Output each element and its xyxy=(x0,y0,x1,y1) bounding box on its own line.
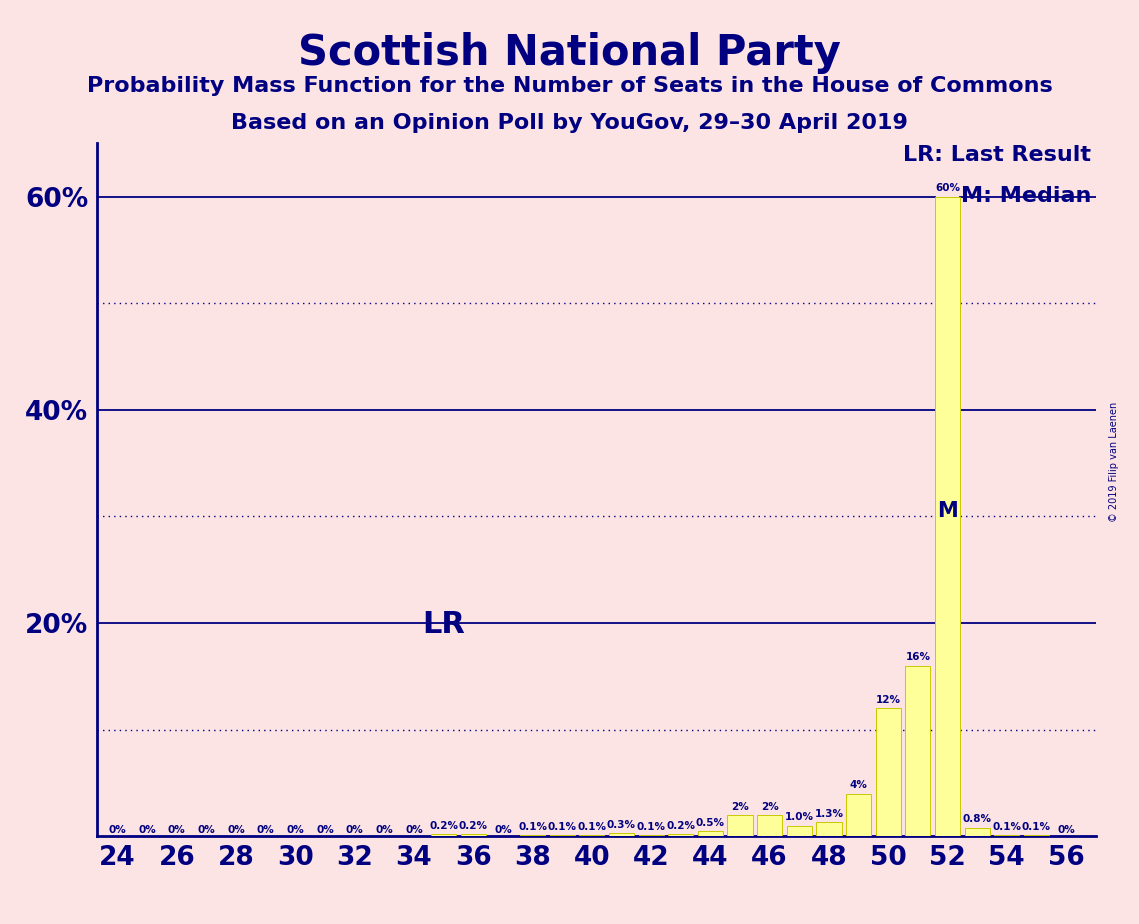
Text: LR: LR xyxy=(423,610,465,639)
Text: LR: Last Result: LR: Last Result xyxy=(903,145,1091,165)
Text: 0%: 0% xyxy=(197,825,215,835)
Text: 0%: 0% xyxy=(228,825,245,835)
Text: 0.1%: 0.1% xyxy=(518,822,547,832)
Bar xyxy=(519,835,546,836)
Text: 0.2%: 0.2% xyxy=(666,821,695,831)
Bar xyxy=(698,831,723,836)
Text: 12%: 12% xyxy=(876,695,901,705)
Text: 0%: 0% xyxy=(1057,825,1075,835)
Text: 0%: 0% xyxy=(167,825,186,835)
Text: 0.1%: 0.1% xyxy=(548,822,576,832)
Bar xyxy=(580,835,605,836)
Text: © 2019 Filip van Laenen: © 2019 Filip van Laenen xyxy=(1109,402,1118,522)
Text: 0%: 0% xyxy=(108,825,126,835)
Text: 0.1%: 0.1% xyxy=(1022,822,1051,832)
Text: 0%: 0% xyxy=(257,825,274,835)
Text: Scottish National Party: Scottish National Party xyxy=(298,32,841,74)
Text: 0%: 0% xyxy=(405,825,423,835)
Text: Probability Mass Function for the Number of Seats in the House of Commons: Probability Mass Function for the Number… xyxy=(87,76,1052,96)
Text: 0%: 0% xyxy=(317,825,334,835)
Bar xyxy=(728,815,753,836)
Text: 0.3%: 0.3% xyxy=(607,820,636,830)
Text: 0%: 0% xyxy=(494,825,511,835)
Text: 0%: 0% xyxy=(138,825,156,835)
Text: 0.1%: 0.1% xyxy=(577,822,606,832)
Text: 0.1%: 0.1% xyxy=(992,822,1022,832)
Bar xyxy=(431,834,457,836)
Bar xyxy=(935,197,960,836)
Text: 0.8%: 0.8% xyxy=(962,814,992,824)
Text: M: Median: M: Median xyxy=(961,186,1091,206)
Text: 60%: 60% xyxy=(935,183,960,193)
Text: 0.5%: 0.5% xyxy=(696,818,724,828)
Bar xyxy=(669,834,694,836)
Bar xyxy=(609,833,634,836)
Text: 16%: 16% xyxy=(906,652,931,663)
Text: 2%: 2% xyxy=(761,802,779,811)
Bar xyxy=(787,825,812,836)
Text: M: M xyxy=(937,501,958,521)
Bar xyxy=(1024,835,1049,836)
Text: 0.2%: 0.2% xyxy=(459,821,487,831)
Bar xyxy=(757,815,782,836)
Text: 0.1%: 0.1% xyxy=(637,822,665,832)
Bar xyxy=(460,834,486,836)
Text: 4%: 4% xyxy=(850,781,868,790)
Text: 0%: 0% xyxy=(287,825,304,835)
Text: 0%: 0% xyxy=(376,825,393,835)
Bar xyxy=(846,794,871,836)
Bar xyxy=(639,835,664,836)
Text: Based on an Opinion Poll by YouGov, 29–30 April 2019: Based on an Opinion Poll by YouGov, 29–3… xyxy=(231,113,908,133)
Text: 0%: 0% xyxy=(346,825,363,835)
Text: 0.2%: 0.2% xyxy=(429,821,458,831)
Text: 2%: 2% xyxy=(731,802,749,811)
Bar xyxy=(876,709,901,836)
Text: 1.3%: 1.3% xyxy=(814,809,844,820)
Bar xyxy=(906,665,931,836)
Bar xyxy=(817,822,842,836)
Bar xyxy=(994,835,1019,836)
Bar xyxy=(965,828,990,836)
Bar xyxy=(550,835,575,836)
Text: 1.0%: 1.0% xyxy=(785,812,813,822)
